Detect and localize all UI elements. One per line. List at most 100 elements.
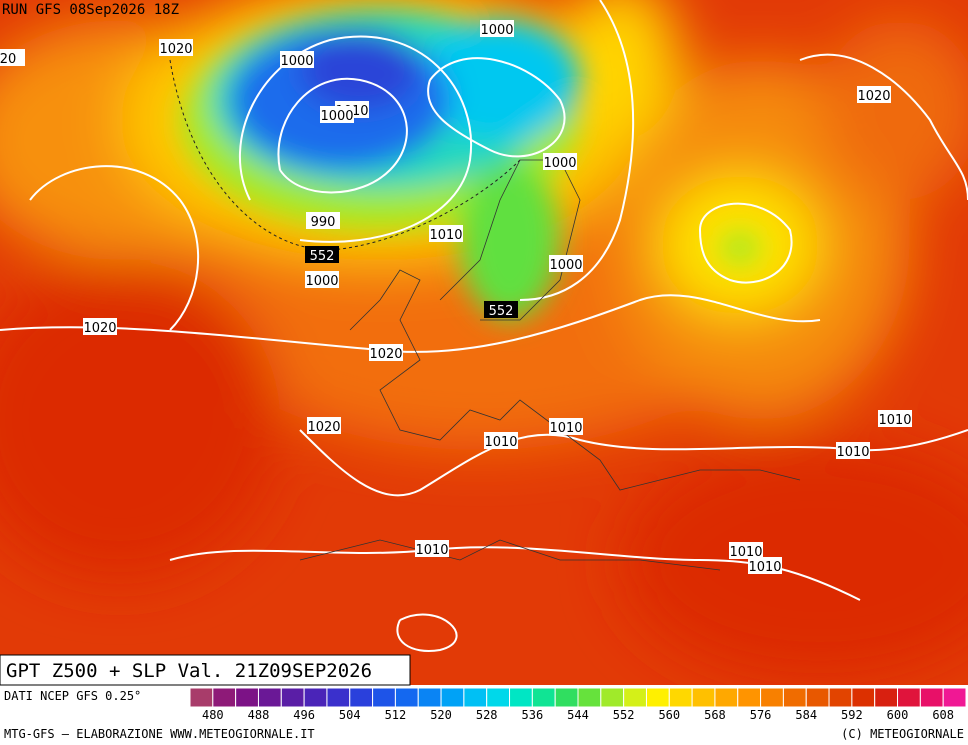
colorbar-tick-label: 496 [293,708,315,722]
colorbar-tick-label: 560 [658,708,680,722]
footer-right: (C) METEOGIORNALE [841,727,964,741]
run-label: RUN GFS 08Sep2026 18Z [2,2,179,18]
isobar-label: 1010 [729,545,762,560]
isobar-label: 1020 [369,347,402,362]
isobar-label-box [83,318,117,335]
isobar-label: 1000 [280,54,313,69]
colorbar-swatch [372,687,396,708]
isobar-label: 1010 [748,560,781,575]
colorbar-swatch [714,687,739,708]
isobar-label: 1000 [305,274,338,289]
colorbar-swatch [394,687,419,708]
colorbar-tick-label: 552 [613,708,635,722]
isobar-label: 1020 [307,420,340,435]
colorbar-swatch [805,687,830,708]
colorbar-swatch [303,687,328,708]
map-title: GPT Z500 + SLP Val. 21Z09SEP2026 [6,660,372,682]
isobar-label: 552 [310,249,335,264]
isobar-label-box [305,246,339,263]
isobar-label-box [0,49,25,66]
isobar-label-box [878,410,912,427]
colorbar-swatch [919,687,944,708]
colorbar-swatch [486,687,511,708]
colorbar-swatch [554,687,579,708]
colorbar-swatch [235,687,259,708]
isobar-label-box [429,225,463,242]
isobar-label-box [480,20,514,37]
isobar-label-box [159,39,193,56]
isobar-label: 1010 [878,413,911,428]
colorbar-swatch [645,687,670,708]
isobar-label: 1010 [549,421,582,436]
colorbar-swatch [874,687,899,708]
isobar-label-box [484,432,518,449]
colorbar-swatch [463,687,488,708]
isobar-label-box [748,557,782,574]
colorbar-swatch [257,687,282,708]
colorbar-swatch [509,687,533,708]
colorbar-tick-label: 520 [430,708,452,722]
colorbar-swatch [600,687,625,708]
isobar-label: 1020 [159,42,192,57]
colorbar-swatch [349,687,374,708]
colorbar-swatch [440,687,465,708]
colorbar-tick-label: 528 [476,708,498,722]
isobar-label-box [305,271,339,288]
isobar-label: 1020 [83,321,116,336]
colorbar-tick-label: 544 [567,708,589,722]
colorbar-swatch [760,687,784,708]
colorbar-swatch [897,687,921,708]
isobar-label-box [549,418,583,435]
isobar-label: 1000 [543,156,576,171]
colorbar-tick-label: 480 [202,708,224,722]
isobar-label: 1000 [549,258,582,273]
colorbar-swatch [851,687,876,708]
colorbar-swatch [280,687,305,708]
isobar-label-box [857,86,891,103]
colorbar-tick-label: 608 [932,708,954,722]
map-field [0,0,968,685]
isobar-label: 1000 [320,109,353,124]
isobar-label: 1020 [857,89,890,104]
colorbar-tick-label: 504 [339,708,361,722]
isobar-label-box [549,255,583,272]
isobar-label-box [415,540,449,557]
colorbar-swatch [737,687,762,708]
colorbar-tick-label: 584 [795,708,817,722]
isobar-label-box [729,542,763,559]
colorbar-swatch [623,687,647,708]
isobar-label: 1010 [415,543,448,558]
isobar-label: 1010 [836,445,869,460]
colorbar-tick-label: 568 [704,708,726,722]
isobar-label-box [369,344,403,361]
isobar-label-box [543,153,577,170]
colorbar-swatch [189,687,214,708]
colorbar-tick-label: 536 [522,708,544,722]
isobar-label-box [836,442,870,459]
colorbar-swatch [942,687,967,708]
colorbar-tick-label: 592 [841,708,863,722]
isobar-label-box [280,51,314,68]
colorbar-swatch [326,687,351,708]
colorbar-swatch [782,687,807,708]
isobar-label-box [320,106,354,123]
isobar-label: 1010 [429,228,462,243]
isobar-label-box [307,417,341,434]
colorbar-swatch [668,687,693,708]
data-source: DATI NCEP GFS 0.25° [4,689,141,703]
isobar-label: 1000 [480,23,513,38]
colorbar-swatch [212,687,237,708]
colorbar-swatch [417,687,442,708]
footer-left: MTG-GFS — ELABORAZIONE WWW.METEOGIORNALE… [4,727,315,741]
isobar-label: 20 [0,52,16,67]
colorbar-tick-label: 576 [750,708,772,722]
colorbar-tick-label: 488 [248,708,270,722]
colorbar-swatch [828,687,853,708]
colorbar-tick-label: 600 [887,708,909,722]
colorbar-tick-label: 512 [385,708,407,722]
colorbar-swatch [531,687,556,708]
isobar-label: 1010 [484,435,517,450]
isobar-label-box [484,301,518,318]
